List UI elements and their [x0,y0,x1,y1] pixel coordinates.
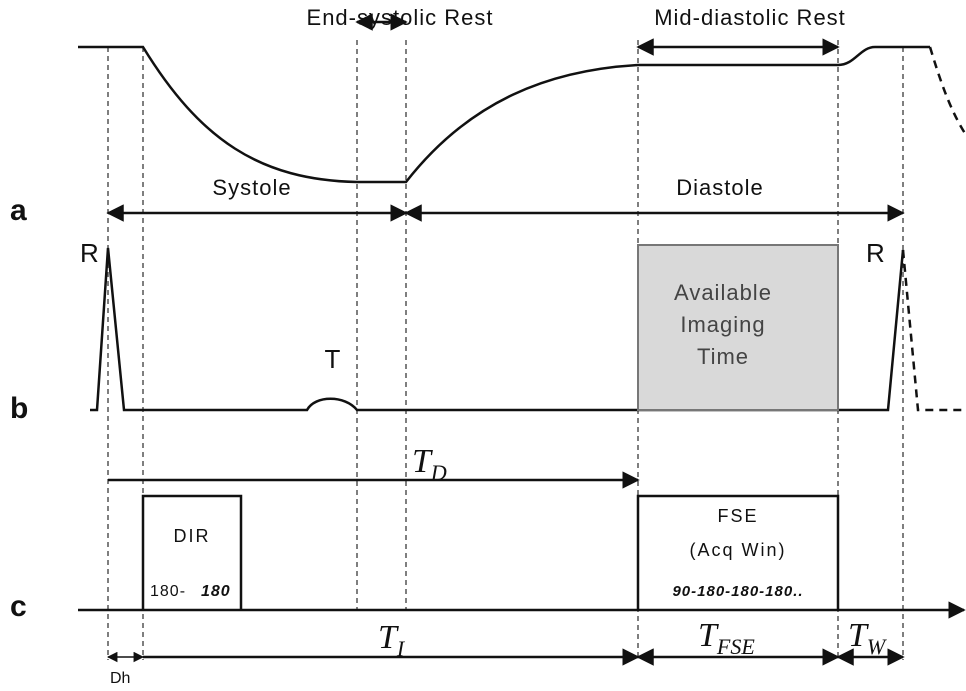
imaging-window [637,244,839,411]
t: T [378,619,399,656]
label: 180 [201,583,231,600]
label: T [325,344,342,374]
panel-label: c [10,590,27,623]
label: (Acq Win) [689,540,786,560]
ecg [90,247,905,412]
label: 90-180-180-180.. [672,583,803,600]
label: Time [697,344,749,369]
label: R [866,238,886,268]
label: Diastole [676,175,763,200]
panel-label: b [10,392,28,425]
label: Imaging [680,312,765,337]
dir-box [141,494,243,610]
time-label: TI [378,619,406,661]
label: R [80,238,100,268]
label: Mid-diastolic Rest [654,5,846,30]
label: FSE [717,506,758,526]
label: End-systolic Rest [307,5,494,30]
label: Systole [212,175,291,200]
ecg-dashed [901,249,966,412]
label: Dh [110,670,130,687]
time-label: TW [848,617,887,659]
sub: W [867,634,887,659]
sub: I [396,636,406,661]
time-label: TD [412,443,447,485]
fse-box [636,494,840,610]
label: Available [674,280,772,305]
t: T [698,617,719,654]
sub: D [430,460,447,485]
motion-curve-dashed [928,46,966,136]
time-label: TFSE [698,617,755,659]
label: 180- [150,583,186,600]
label: DIR [174,526,211,546]
t: T [412,443,433,480]
panel-label: a [10,194,27,227]
t: T [848,617,869,654]
motion-curve [78,45,930,184]
sub: FSE [716,634,755,659]
